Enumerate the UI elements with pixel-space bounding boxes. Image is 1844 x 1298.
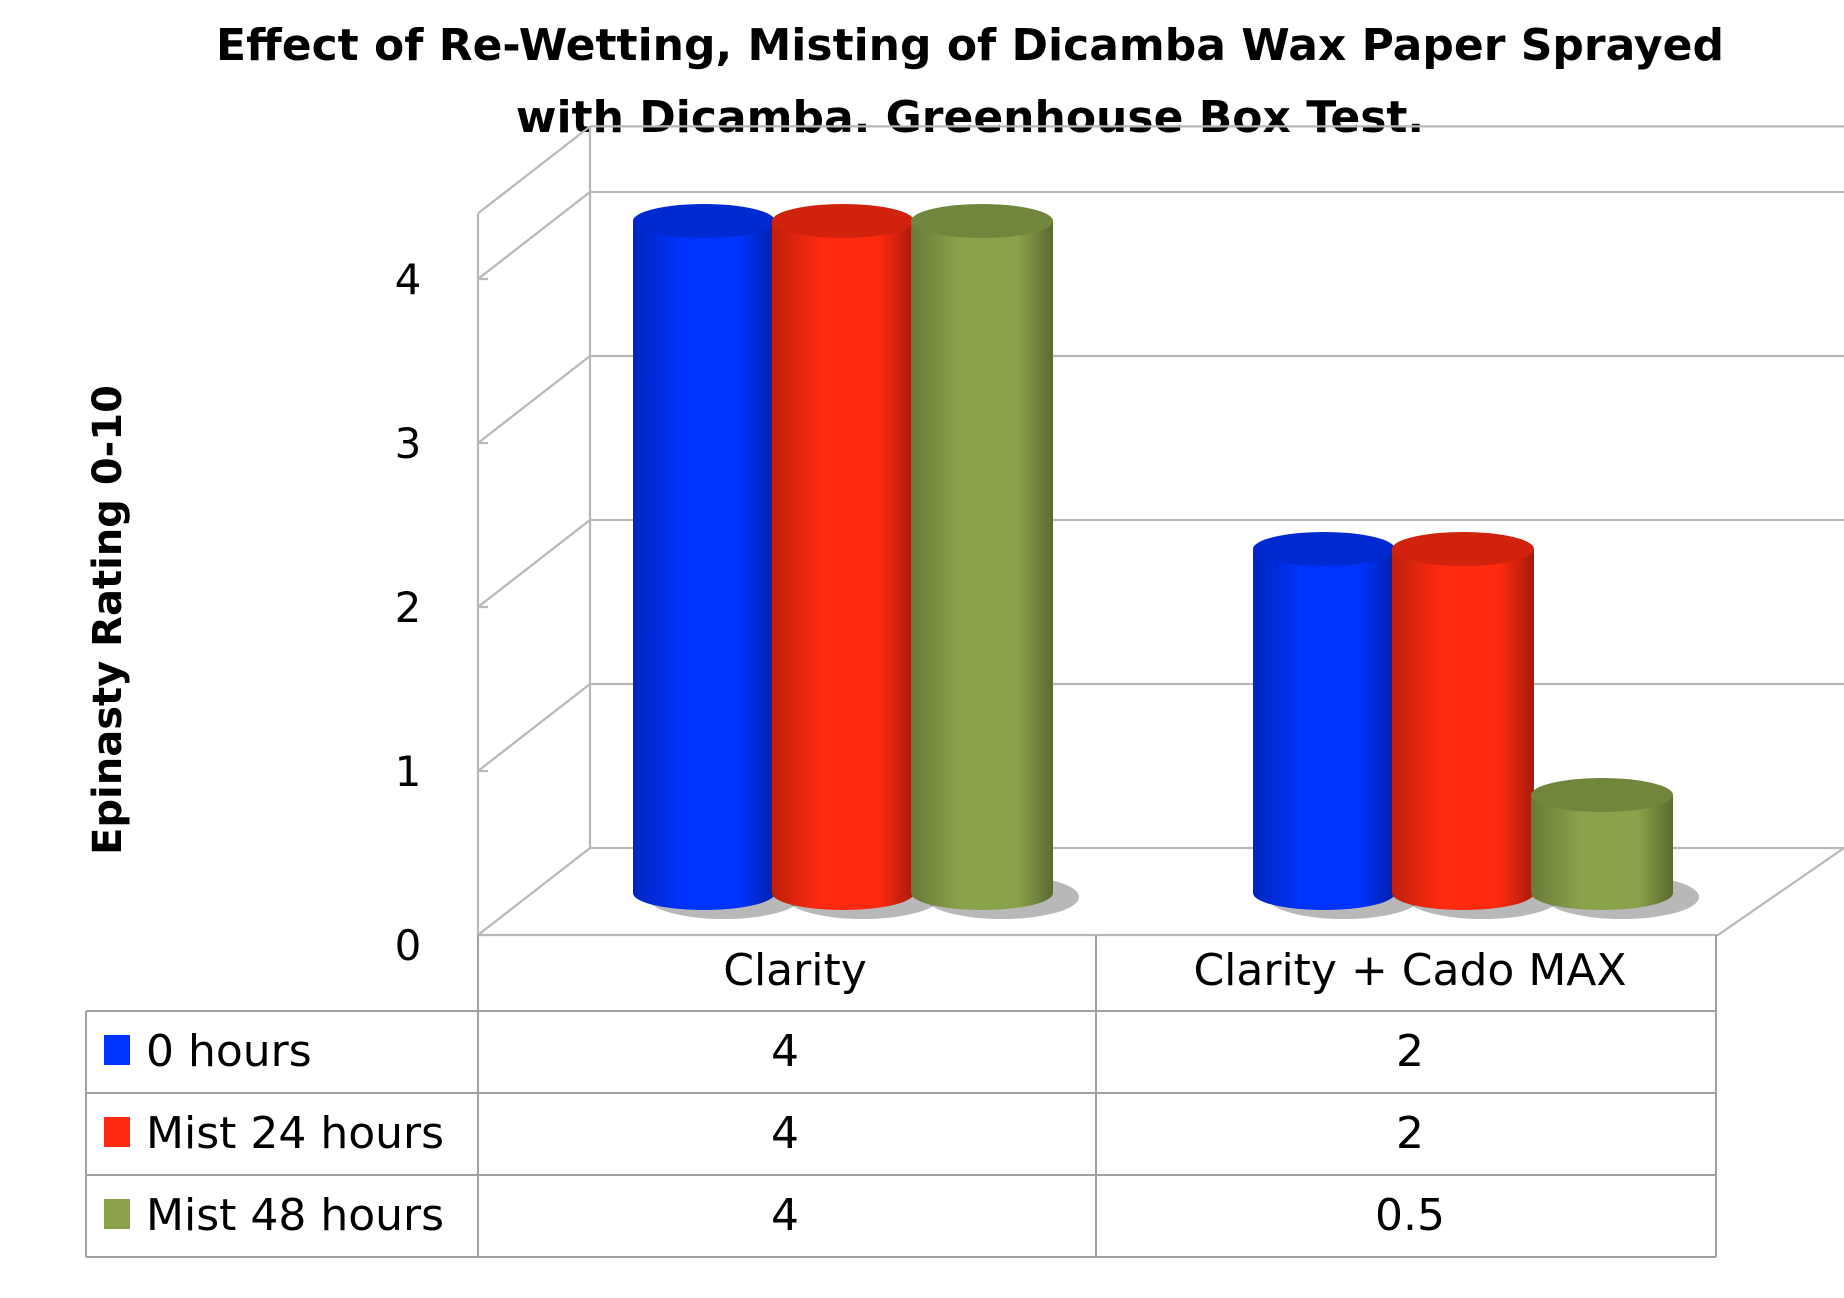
table-value: 4 [771, 1190, 799, 1241]
bar-2-1 [1531, 795, 1673, 910]
legend-label: Mist 48 hours [146, 1190, 444, 1241]
bar-1-1 [1392, 549, 1534, 910]
bar-0-0 [633, 221, 775, 910]
bar-cap [1253, 532, 1395, 566]
wall-top-side [477, 125, 591, 215]
gridline-side [477, 355, 591, 444]
chart-title-line1: Effect of Re-Wetting, Misting of Dicamba… [216, 20, 1724, 71]
legend-swatch [104, 1117, 130, 1147]
legend-label: 0 hours [146, 1026, 312, 1077]
bar-1-0 [772, 221, 914, 910]
y-tick-label: 4 [395, 255, 422, 304]
category-label: Clarity [723, 945, 867, 996]
y-tick-label: 1 [395, 747, 422, 796]
y-tick-label: 2 [395, 583, 422, 632]
data-table: Clarity Clarity + Cado MAX 0 hours 4 2 Mist 2… [85, 935, 1717, 1258]
bar-2-0 [911, 221, 1053, 910]
y-tick-label: 0 [395, 921, 422, 970]
gridline-side [477, 683, 591, 772]
bar-cap [1392, 532, 1534, 566]
chart-title-line2: with Dicamba. Greenhouse Box Test. [516, 92, 1424, 143]
gridline-side [477, 519, 591, 608]
y-tick-label: 3 [395, 419, 422, 468]
gridline-side [477, 191, 591, 280]
table-value: 4 [771, 1026, 799, 1077]
legend-label: Mist 24 hours [146, 1108, 444, 1159]
table-value: 4 [771, 1108, 799, 1159]
table-value: 2 [1396, 1108, 1424, 1159]
y-ticks: 0 1 2 3 4 [395, 255, 422, 970]
bars [633, 204, 1699, 919]
bar-0-1 [1253, 549, 1395, 910]
bar-cap [911, 204, 1053, 238]
bar-cap [772, 204, 914, 238]
gridline-side [477, 847, 591, 936]
table-value: 0.5 [1375, 1190, 1445, 1241]
floor-right-edge [1717, 847, 1844, 936]
bar-cap [1531, 778, 1673, 812]
y-axis-label: Epinasty Rating 0-10 [85, 385, 131, 855]
legend-swatch [104, 1199, 130, 1229]
bar-cap [633, 204, 775, 238]
legend-swatch [104, 1035, 130, 1065]
table-value: 2 [1396, 1026, 1424, 1077]
category-label: Clarity + Cado MAX [1193, 945, 1626, 996]
